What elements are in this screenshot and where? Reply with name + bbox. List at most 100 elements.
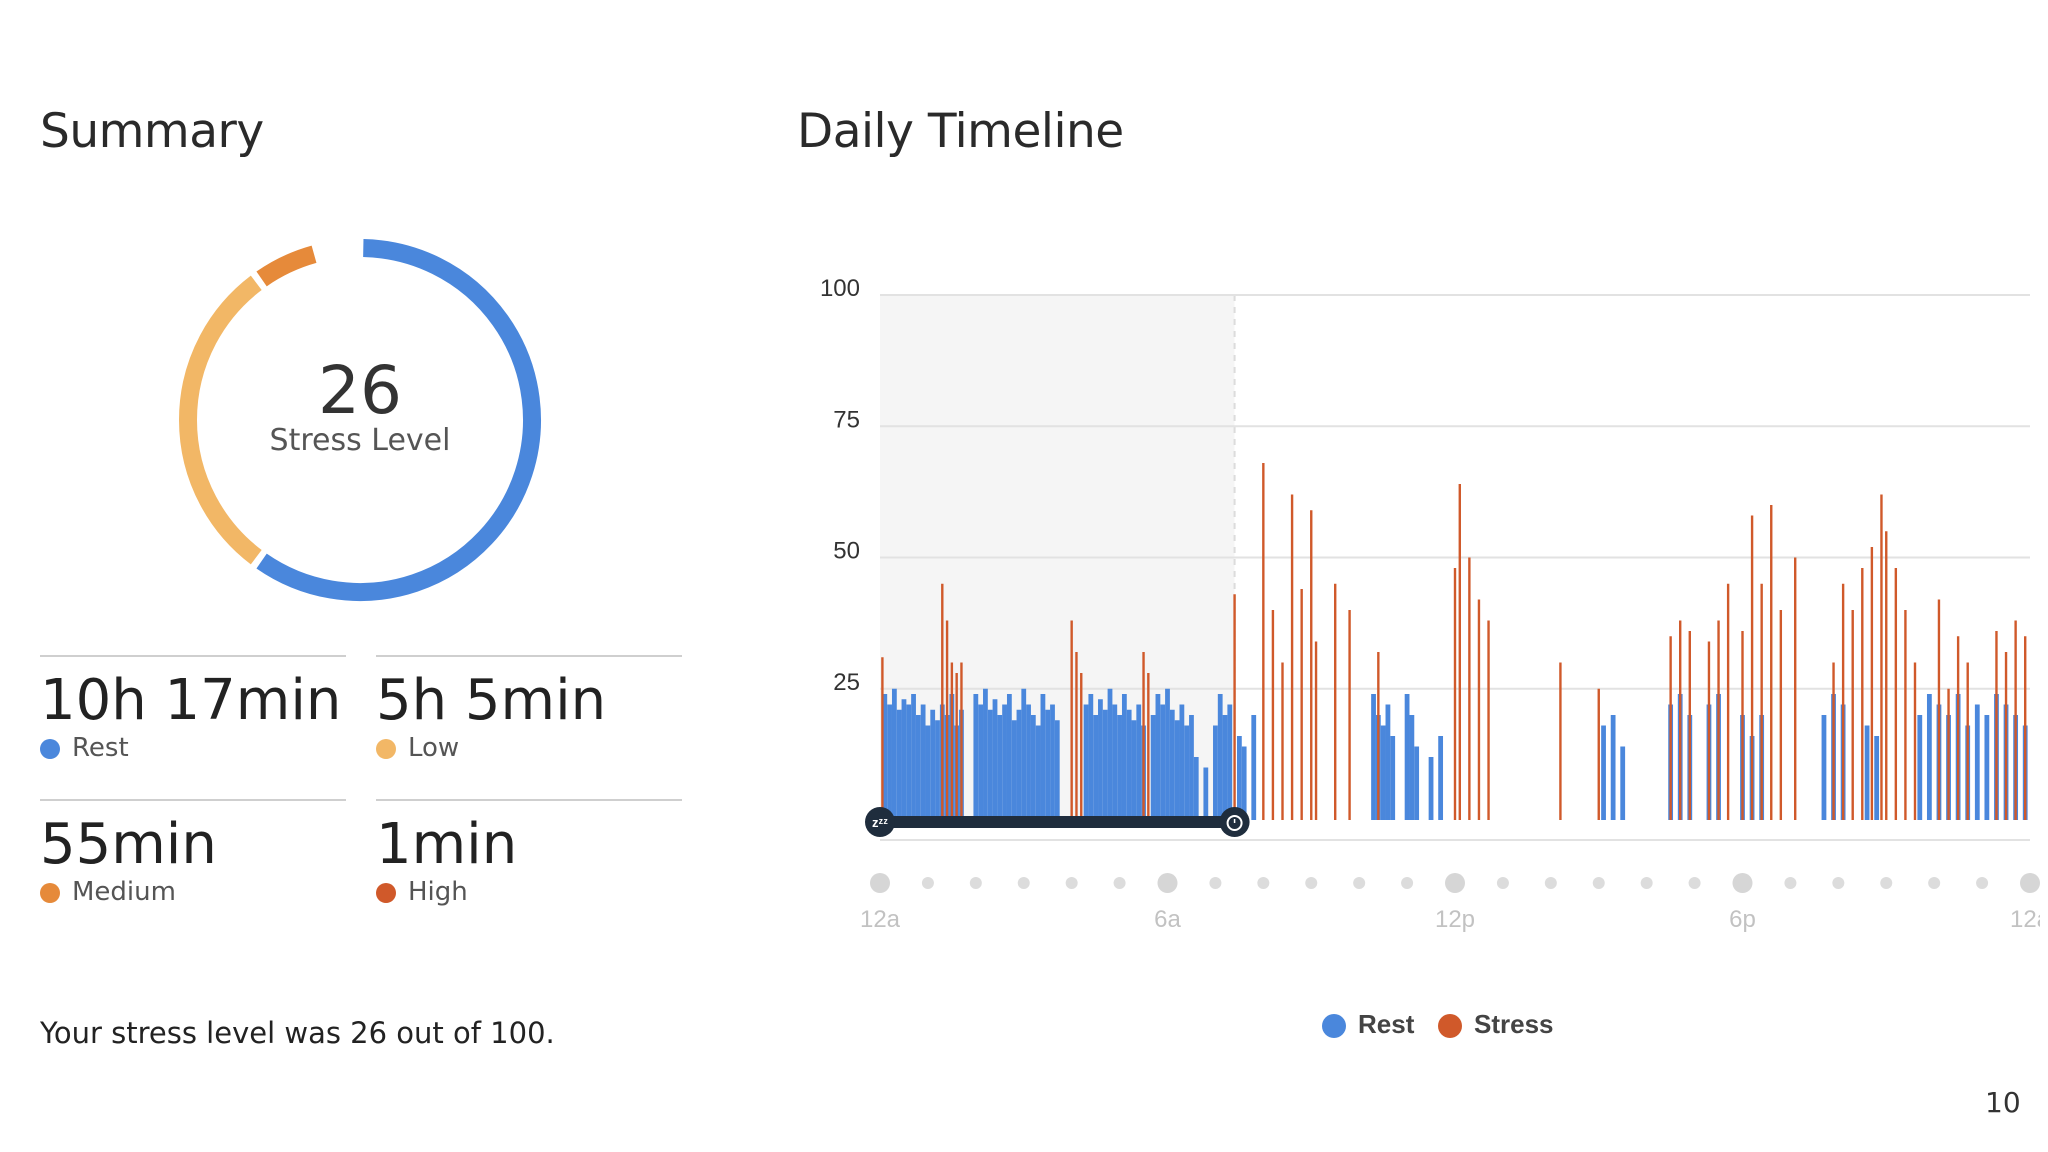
rest-bar: [1380, 725, 1386, 820]
rest-bar: [1227, 704, 1233, 820]
rest-bar: [1088, 694, 1094, 820]
rest-bar: [973, 694, 979, 820]
rest-bar: [1098, 699, 1103, 820]
bars: [881, 463, 2028, 820]
rest-bar: [887, 704, 892, 820]
x-minor-tick-dot: [1784, 877, 1797, 889]
zzz-icon: [865, 807, 895, 837]
x-tick-label: 12a: [2010, 906, 2040, 933]
stress-bar: [2024, 636, 2027, 820]
stat-rest-label: Rest: [72, 733, 129, 763]
stress-bar: [1453, 568, 1457, 820]
x-minor-tick-dot: [1017, 877, 1030, 889]
rest-bar: [1054, 720, 1060, 820]
rest-dot: [40, 738, 60, 759]
stress-bar: [1937, 599, 1941, 820]
stat-low: 5h 5min Low: [376, 668, 606, 763]
rest-bar: [987, 709, 993, 820]
x-minor-tick-dot: [1496, 877, 1509, 889]
stress-bar: [1070, 620, 1073, 820]
stress-bar: [1861, 568, 1864, 820]
rest-bar: [1030, 715, 1036, 820]
rest-bar: [1002, 704, 1007, 820]
stress-bar: [1348, 610, 1351, 820]
x-axis: 12a 6a 12p 6p 12a: [860, 873, 2040, 933]
rest-bar: [1102, 709, 1108, 820]
stat-medium-label: Medium: [72, 877, 176, 907]
stress-bar: [1832, 662, 1835, 820]
stress-bar: [1597, 688, 1600, 820]
stress-bar: [1750, 515, 1754, 820]
rest-bar: [1236, 736, 1242, 820]
stress-bar: [1233, 594, 1236, 820]
rest-bar: [1917, 715, 1923, 820]
x-major-tick-dot: [1732, 873, 1753, 893]
y-tick-label: 50: [833, 538, 860, 565]
x-minor-tick-dot: [1113, 877, 1126, 889]
summary-footer-text: Your stress level was 26 out of 100.: [40, 1016, 555, 1050]
x-tick-label: 6p: [1729, 906, 1756, 933]
y-tick-label: 100: [820, 275, 860, 302]
stat-rest-value: 10h 17min: [40, 668, 342, 733]
stat-low-label: Low: [408, 733, 460, 763]
stress-bar: [1281, 662, 1284, 820]
divider: [40, 655, 346, 657]
stress-bar: [1885, 531, 1888, 820]
rest-bar: [1117, 715, 1122, 820]
stress-bar: [1334, 583, 1337, 820]
x-minor-tick-dot: [1640, 877, 1653, 889]
rest-bar: [1217, 694, 1223, 820]
rest-bar: [1121, 694, 1127, 820]
rest-bar: [1165, 688, 1170, 820]
stress-level-label: Stress Level: [269, 423, 451, 458]
x-minor-tick-dot: [1065, 877, 1078, 889]
rest-bar: [1984, 715, 1990, 820]
rest-bar: [1150, 715, 1156, 820]
rest-bar: [1203, 767, 1209, 820]
stress-bar: [1080, 673, 1083, 820]
stat-medium: 55min Medium: [40, 812, 217, 907]
rest-bar: [1169, 709, 1175, 820]
legend-stress-swatch: [1438, 1014, 1462, 1039]
rest-bar: [1006, 694, 1012, 820]
x-major-tick-dot: [1445, 873, 1465, 893]
x-major-tick-dot: [870, 873, 890, 893]
divider: [376, 799, 682, 801]
rest-bar: [1385, 704, 1391, 820]
stress-bar: [945, 620, 949, 820]
alarm-clock-face: [1226, 815, 1243, 831]
rest-bar: [920, 704, 926, 820]
rest-bar: [896, 709, 902, 820]
stress-bar: [1377, 652, 1380, 820]
zzz-glyph: zᶻᶻ: [872, 815, 888, 830]
rest-bar: [1404, 694, 1410, 820]
stress-bar: [1314, 641, 1318, 820]
stress-ring: [179, 239, 541, 601]
x-minor-tick-dot: [1592, 877, 1605, 889]
stat-rest: 10h 17min Rest: [40, 668, 341, 763]
rest-bar: [891, 688, 897, 820]
stress-bar: [1147, 673, 1150, 820]
stress-bar: [1487, 620, 1490, 820]
stress-bar: [1559, 662, 1562, 820]
x-minor-tick-dot: [1209, 877, 1222, 889]
rest-bar: [1601, 725, 1606, 820]
rest-bar: [1136, 704, 1142, 820]
stress-bar: [1947, 688, 1950, 820]
rest-bar: [997, 715, 1003, 820]
x-minor-tick-dot: [969, 877, 982, 889]
stress-bar: [881, 657, 884, 820]
stress-bar: [1688, 631, 1691, 820]
stress-bar: [1880, 494, 1883, 820]
y-tick-label: 75: [833, 406, 860, 433]
timeline-title: Daily Timeline: [797, 104, 1124, 159]
rest-bar: [1021, 688, 1027, 820]
rest-bar: [906, 704, 912, 820]
stress-bar: [1760, 583, 1763, 820]
rest-bar: [1174, 720, 1180, 820]
stress-bar: [1300, 589, 1303, 820]
rest-bar: [1610, 715, 1616, 820]
x-minor-tick-dot: [1928, 877, 1941, 889]
legend-rest-swatch: [1322, 1014, 1346, 1039]
stress-bar: [1477, 599, 1481, 820]
